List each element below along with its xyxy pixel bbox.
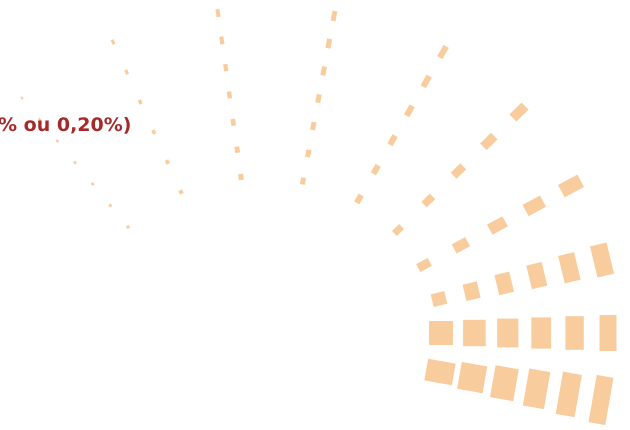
fan-dash-6-3 bbox=[451, 237, 471, 254]
fan-dash-8-5 bbox=[429, 321, 453, 345]
fan-dash-7-2 bbox=[526, 261, 548, 290]
fan-dash-0-4 bbox=[90, 182, 95, 187]
fan-dash-5-0 bbox=[509, 102, 529, 122]
fan-dash-0-3 bbox=[73, 160, 77, 165]
fan-dash-6-0 bbox=[557, 174, 585, 198]
fan-dash-5-4 bbox=[391, 224, 405, 236]
fan-dash-3-0 bbox=[330, 10, 338, 22]
fan-dash-4-0 bbox=[437, 44, 449, 60]
fan-dash-9-2 bbox=[522, 368, 551, 410]
fan-dash-4-2 bbox=[403, 104, 415, 118]
fan-dash-7-0 bbox=[589, 242, 615, 278]
fan-dash-5-1 bbox=[480, 132, 498, 151]
fan-dash-5-3 bbox=[421, 193, 436, 208]
fan-dash-9-3 bbox=[489, 365, 519, 402]
fan-dash-2-1 bbox=[219, 36, 225, 45]
fan-dash-2-6 bbox=[238, 173, 244, 181]
fan-dash-1-0 bbox=[110, 39, 116, 45]
fan-dash-3-1 bbox=[325, 38, 333, 49]
fan-dash-2-5 bbox=[234, 146, 241, 154]
fan-dash-0-1 bbox=[37, 117, 42, 122]
fan-dash-3-4 bbox=[310, 121, 317, 131]
fan-dash-5-2 bbox=[450, 163, 467, 179]
fan-dash-9-4 bbox=[457, 361, 488, 394]
fan-dash-8-4 bbox=[463, 319, 486, 347]
fan-dash-1-3 bbox=[151, 129, 157, 135]
fan-dash-0-5 bbox=[108, 203, 113, 208]
fan-dash-2-4 bbox=[230, 118, 237, 127]
fan-dash-2-3 bbox=[226, 91, 233, 99]
fan-dash-3-6 bbox=[299, 177, 307, 185]
fan-dash-8-0 bbox=[599, 315, 617, 351]
fan-dash-0-2 bbox=[55, 139, 60, 143]
fan-dash-8-1 bbox=[565, 316, 584, 350]
fan-dash-0-6 bbox=[125, 224, 131, 230]
caption-text: % ou 0,20%) bbox=[0, 114, 132, 136]
fan-dash-7-5 bbox=[430, 291, 448, 307]
fan-dash-4-1 bbox=[420, 74, 432, 89]
fan-dash-7-3 bbox=[494, 271, 514, 296]
fan-dash-1-2 bbox=[137, 99, 143, 105]
fan-dash-3-5 bbox=[305, 149, 312, 158]
fan-dash-3-2 bbox=[320, 66, 327, 76]
fan-dash-4-5 bbox=[354, 193, 364, 205]
fan-dash-6-4 bbox=[416, 257, 432, 273]
fan-dash-1-1 bbox=[124, 69, 130, 75]
fan-dash-7-4 bbox=[462, 281, 481, 302]
fan-dash-2-2 bbox=[223, 63, 229, 72]
fan-dash-9-5 bbox=[424, 358, 456, 386]
fan-dash-1-4 bbox=[164, 159, 170, 165]
fan-dash-1-5 bbox=[178, 189, 184, 195]
fan-dash-9-1 bbox=[555, 371, 582, 418]
fan-dash-0-0 bbox=[20, 96, 24, 100]
fan-dash-4-4 bbox=[370, 163, 381, 176]
fan-dash-4-3 bbox=[387, 134, 398, 147]
fan-dash-3-3 bbox=[315, 93, 322, 104]
fan-dash-8-3 bbox=[497, 318, 519, 348]
fan-dash-6-2 bbox=[487, 216, 508, 235]
fan-dash-7-1 bbox=[558, 252, 581, 284]
fan-dash-6-1 bbox=[522, 195, 547, 217]
fan-dash-9-0 bbox=[588, 374, 614, 426]
fan-dash-2-0 bbox=[215, 8, 221, 18]
fan-dash-8-2 bbox=[531, 317, 552, 349]
